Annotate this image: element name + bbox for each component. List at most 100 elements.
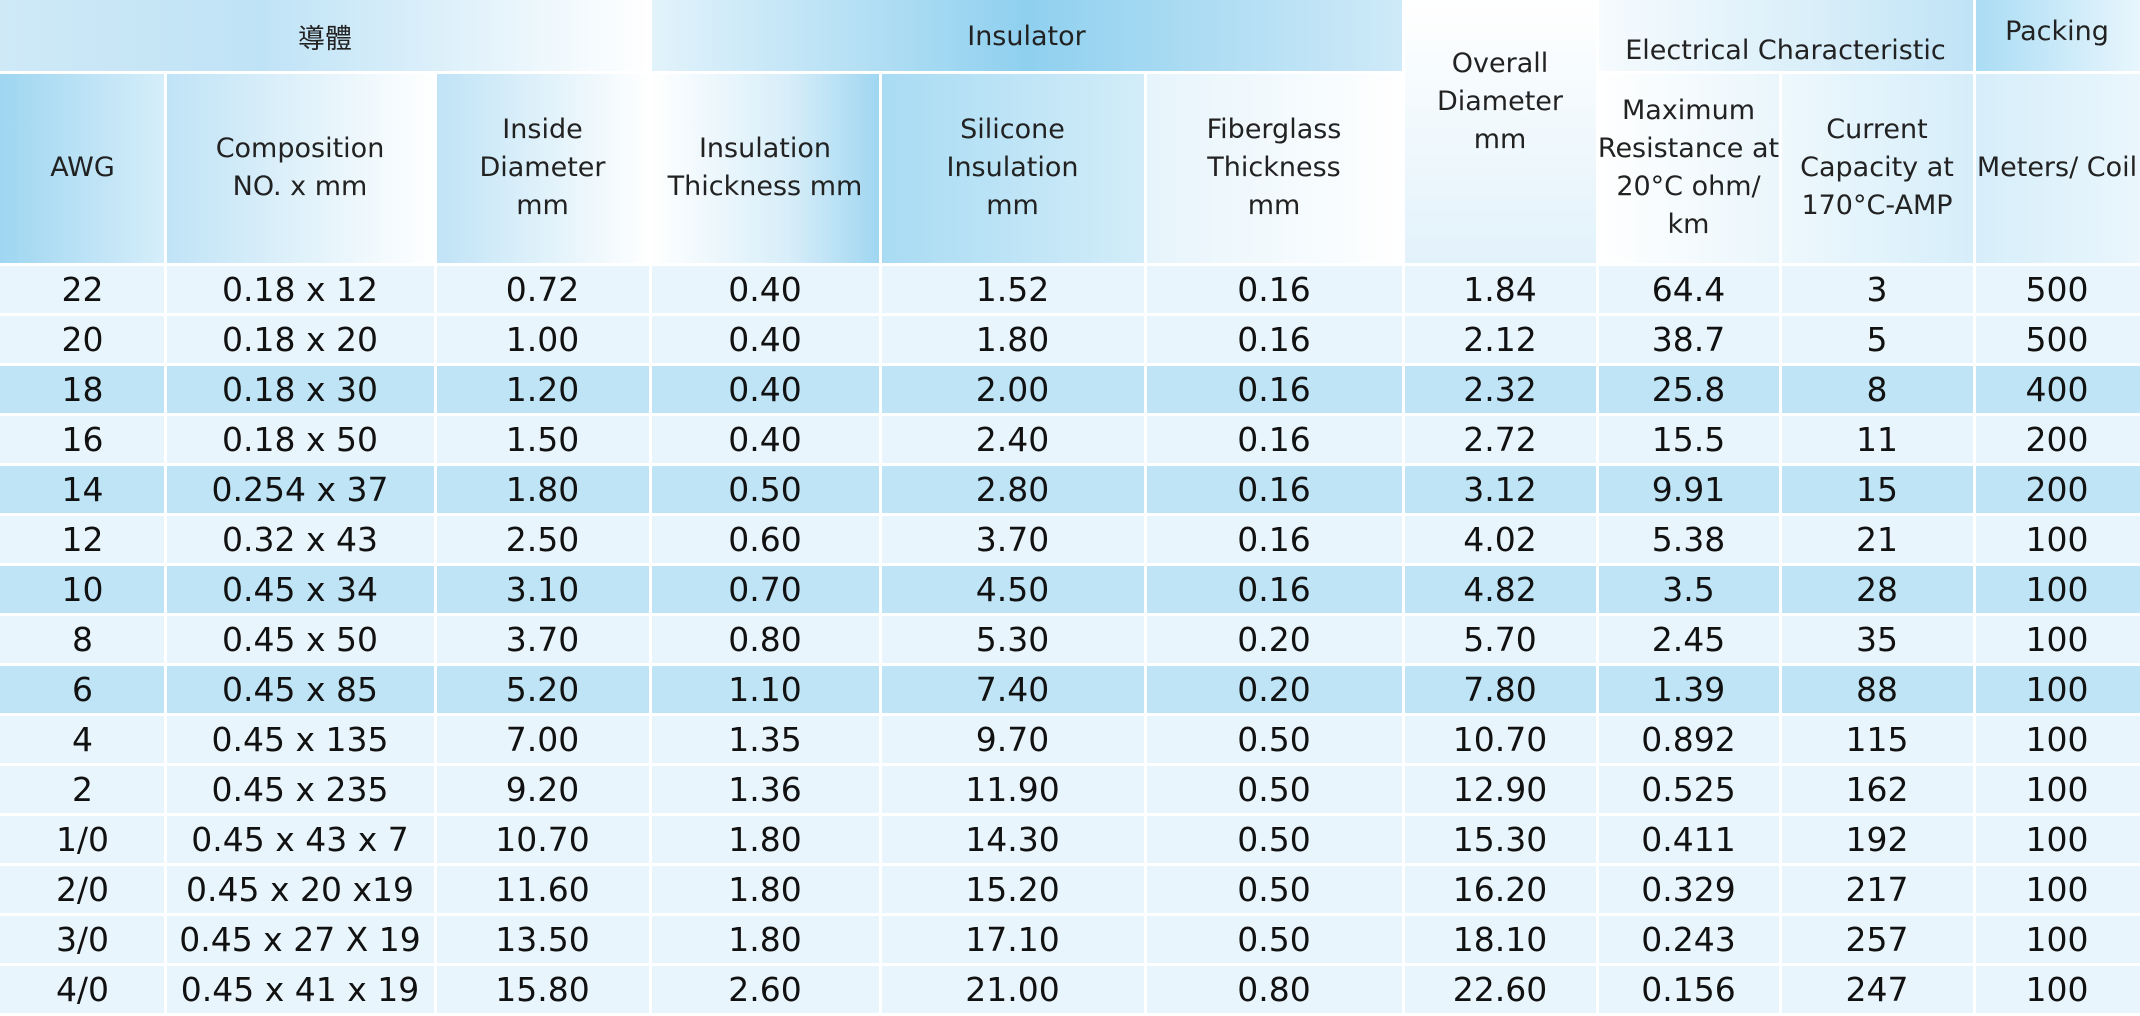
table-cell-inside-diameter: 0.72	[505, 269, 580, 309]
table-cell-inside-diameter: 11.60	[495, 869, 590, 909]
table-cell-awg: 3/0	[55, 919, 110, 959]
table-cell-insulation-thickness: 0.40	[728, 269, 802, 309]
column-header-label: Composition NO. x mm	[216, 130, 385, 206]
table-cell-overall-diameter: 3.12	[1463, 469, 1537, 509]
table-cell-awg: 1/0	[55, 819, 110, 859]
column-header-label: Silicone Insulation mm	[946, 111, 1078, 225]
table-cell-inside-diameter: 3.70	[505, 619, 580, 659]
column-header-line: Diameter	[1436, 86, 1564, 117]
row-divider	[0, 963, 2140, 966]
table-cell-composition: 0.18 x 12	[222, 269, 378, 309]
column-header-line: Overall	[1451, 48, 1549, 79]
table-cell-fiberglass-thickness: 0.80	[1237, 969, 1311, 1009]
table-cell-overall-diameter: 2.32	[1463, 369, 1537, 409]
column-header-line: Maximum	[1621, 95, 1756, 126]
table-cell-meters-per-coil: 100	[2025, 969, 2089, 1009]
column-header-line: Thickness mm	[667, 171, 863, 202]
table-cell-overall-diameter: 1.84	[1463, 269, 1537, 309]
table-cell-max-resistance: 1.39	[1651, 669, 1726, 709]
table-cell-max-resistance: 15.5	[1651, 419, 1726, 459]
column-divider	[879, 72, 882, 1016]
column-header-label: Fiberglass Thickness mm	[1207, 111, 1342, 225]
table-row: 8 0.45 x 50 3.70 0.80 5.30 0.20 5.70 2.45 35 100	[0, 614, 2140, 664]
column-divider	[434, 72, 437, 1016]
table-cell-awg: 22	[61, 269, 104, 309]
column-header-line: Inside Diameter	[479, 114, 606, 183]
table-cell-max-resistance: 3.5	[1662, 569, 1715, 609]
table-cell-max-resistance: 38.7	[1651, 319, 1726, 359]
column-header-line: Resistance at	[1597, 133, 1780, 164]
table-row: 1/0 0.45 x 43 x 7 10.70 1.80 14.30 0.50 15.30 0…	[0, 814, 2140, 864]
table-cell-insulation-thickness: 1.36	[728, 769, 802, 809]
table-cell-meters-per-coil: 100	[2025, 719, 2089, 759]
table-cell-max-resistance: 0.243	[1641, 919, 1736, 959]
table-row: 10 0.45 x 34 3.10 0.70 4.50 0.16 4.82 3.5 28 100	[0, 564, 2140, 614]
table-cell-insulation-thickness: 0.40	[728, 319, 802, 359]
table-cell-fiberglass-thickness: 0.20	[1237, 619, 1311, 659]
column-header-line: Capacity at	[1800, 152, 1954, 183]
column-header-label: Insulation Thickness mm	[668, 130, 863, 206]
row-divider	[0, 813, 2140, 816]
table-cell-meters-per-coil: 100	[2025, 569, 2089, 609]
table-cell-silicone-insulation: 11.90	[965, 769, 1060, 809]
table-cell-meters-per-coil: 100	[2025, 869, 2089, 909]
row-divider	[0, 513, 2140, 516]
column-header-fiberglass-thickness: Fiberglass Thickness mm	[1145, 72, 1403, 264]
table-cell-overall-diameter: 4.02	[1463, 519, 1537, 559]
table-cell-meters-per-coil: 100	[2025, 619, 2089, 659]
column-divider	[649, 0, 652, 1016]
column-header-label: Overall Diameter mm	[1437, 45, 1563, 159]
table-cell-silicone-insulation: 5.30	[975, 619, 1050, 659]
table-cell-inside-diameter: 1.80	[505, 469, 580, 509]
table-cell-composition: 0.18 x 50	[222, 419, 378, 459]
table-cell-inside-diameter: 10.70	[495, 819, 590, 859]
table-row: 20 0.18 x 20 1.00 0.40 1.80 0.16 2.12 38.7 5 500	[0, 314, 2140, 364]
table-cell-max-resistance: 5.38	[1651, 519, 1726, 559]
column-divider	[164, 72, 167, 1016]
table-cell-overall-diameter: 2.72	[1463, 419, 1537, 459]
table-cell-current-capacity: 3	[1866, 269, 1888, 309]
table-cell-current-capacity: 11	[1856, 419, 1898, 459]
row-divider	[0, 713, 2140, 716]
table-row: 4/0 0.45 x 41 x 19 15.80 2.60 21.00 0.80 22.60…	[0, 964, 2140, 1014]
column-header-line: 20°C ohm/	[1616, 171, 1761, 202]
table-cell-awg: 6	[72, 669, 93, 709]
table-cell-overall-diameter: 7.80	[1463, 669, 1537, 709]
table-cell-awg: 14	[61, 469, 104, 509]
group-header-electrical: Electrical Characteristic	[1597, 0, 1974, 72]
table-cell-insulation-thickness: 0.50	[728, 469, 802, 509]
table-cell-composition: 0.18 x 30	[222, 369, 378, 409]
table-cell-fiberglass-thickness: 0.50	[1237, 719, 1311, 759]
table-cell-insulation-thickness: 1.80	[728, 919, 802, 959]
table-cell-fiberglass-thickness: 0.50	[1237, 869, 1311, 909]
table-row: 18 0.18 x 30 1.20 0.40 2.00 0.16 2.32 25.8 8 400	[0, 364, 2140, 414]
column-header-current-capacity: Current Capacity at 170°C-AMP	[1780, 72, 1974, 264]
table-row: 2/0 0.45 x 20 x19 11.60 1.80 15.20 0.50 16.20 0…	[0, 864, 2140, 914]
table-cell-fiberglass-thickness: 0.16	[1237, 419, 1311, 459]
table-cell-silicone-insulation: 14.30	[965, 819, 1060, 859]
table-cell-max-resistance: 64.4	[1651, 269, 1726, 309]
table-cell-meters-per-coil: 500	[2025, 319, 2089, 359]
table-cell-composition: 0.45 x 43 x 7	[191, 819, 409, 859]
table-row: 16 0.18 x 50 1.50 0.40 2.40 0.16 2.72 15.5 11 200	[0, 414, 2140, 464]
table-cell-inside-diameter: 7.00	[505, 719, 580, 759]
column-header-line: Composition	[215, 133, 385, 164]
table-cell-overall-diameter: 5.70	[1463, 619, 1537, 659]
table-cell-fiberglass-thickness: 0.16	[1237, 569, 1311, 609]
table-cell-insulation-thickness: 0.80	[728, 619, 802, 659]
table-cell-current-capacity: 217	[1845, 869, 1909, 909]
table-cell-overall-diameter: 15.30	[1452, 819, 1548, 859]
table-cell-current-capacity: 15	[1856, 469, 1898, 509]
table-cell-fiberglass-thickness: 0.16	[1237, 369, 1311, 409]
table-cell-silicone-insulation: 1.80	[975, 319, 1050, 359]
column-header-line: mm	[1247, 190, 1301, 221]
table-cell-awg: 10	[61, 569, 104, 609]
table-cell-insulation-thickness: 1.10	[728, 669, 802, 709]
column-header-overall-diameter: Overall Diameter mm	[1403, 0, 1597, 264]
table-cell-current-capacity: 28	[1856, 569, 1898, 609]
row-divider	[0, 413, 2140, 416]
table-cell-insulation-thickness: 1.35	[728, 719, 802, 759]
table-cell-meters-per-coil: 100	[2025, 819, 2089, 859]
table-cell-insulation-thickness: 0.60	[728, 519, 802, 559]
column-header-line: mm	[516, 190, 569, 221]
